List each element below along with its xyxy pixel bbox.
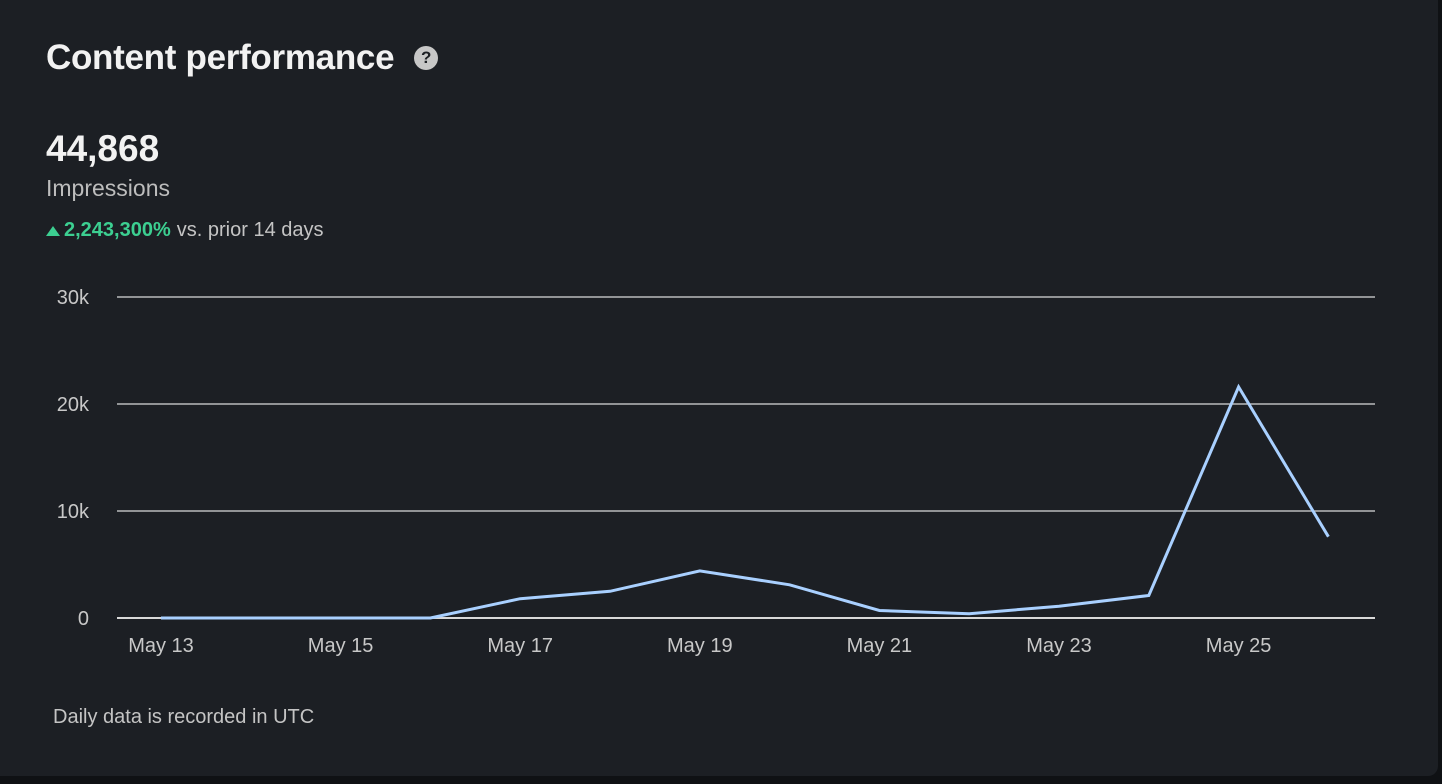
data-point[interactable] bbox=[424, 612, 436, 624]
y-tick-label: 30k bbox=[57, 287, 90, 309]
question-circle-icon[interactable]: ? bbox=[414, 46, 439, 70]
utc-footnote: Daily data is recorded in UTC bbox=[53, 706, 315, 728]
change-comparison-label: vs. prior 14 days bbox=[176, 219, 324, 241]
data-point[interactable] bbox=[873, 605, 885, 617]
x-tick-label: May 17 bbox=[487, 635, 553, 657]
data-point[interactable] bbox=[1233, 381, 1245, 393]
y-tick-label: 0 bbox=[78, 608, 89, 630]
data-point[interactable] bbox=[335, 612, 347, 624]
impressions-line-chart: 0 10k 20k 30k May 13 May 15 May 17 May 19 May 2… bbox=[57, 287, 1375, 657]
page-title: Content performance bbox=[46, 38, 395, 77]
header: Content performance ? bbox=[46, 38, 439, 78]
impressions-series-line[interactable] bbox=[161, 383, 1330, 620]
data-point[interactable] bbox=[694, 565, 706, 577]
x-tick-label: May 13 bbox=[128, 635, 194, 657]
y-tick-label: 20k bbox=[57, 394, 90, 416]
x-tick-label: May 21 bbox=[847, 635, 913, 657]
x-tick-label: May 15 bbox=[308, 635, 374, 657]
impressions-label: Impressions bbox=[46, 175, 170, 201]
impressions-value: 44,868 bbox=[46, 128, 160, 169]
data-point[interactable] bbox=[1053, 600, 1065, 612]
data-point[interactable] bbox=[784, 579, 796, 591]
data-point[interactable] bbox=[963, 608, 975, 620]
x-tick-label: May 25 bbox=[1206, 635, 1272, 657]
x-axis-labels: May 13 May 15 May 17 May 19 May 21 May 23 May … bbox=[128, 635, 1271, 657]
data-point[interactable] bbox=[604, 585, 616, 597]
data-point[interactable] bbox=[1322, 531, 1334, 543]
x-tick-label: May 19 bbox=[667, 635, 733, 657]
y-axis-labels: 0 10k 20k 30k bbox=[57, 287, 90, 630]
change-indicator: 2,243,300% vs. prior 14 days bbox=[46, 219, 324, 242]
gridlines bbox=[117, 296, 1375, 619]
series-layer bbox=[155, 381, 1334, 624]
data-point[interactable] bbox=[245, 612, 257, 624]
data-point[interactable] bbox=[514, 593, 526, 605]
y-tick-label: 10k bbox=[57, 501, 90, 523]
x-tick-label: May 23 bbox=[1026, 635, 1092, 657]
change-percent: 2,243,300% bbox=[64, 219, 171, 241]
data-point[interactable] bbox=[155, 612, 167, 624]
data-point[interactable] bbox=[1143, 590, 1155, 602]
triangle-up-icon bbox=[46, 225, 60, 236]
